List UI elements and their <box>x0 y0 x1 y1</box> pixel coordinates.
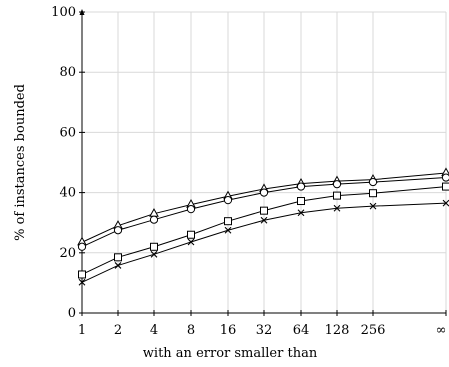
data-point-square <box>78 270 86 279</box>
series-line <box>81 186 447 275</box>
data-point-cross <box>260 216 268 224</box>
data-point-cross <box>333 204 341 212</box>
x-tick-label: 64 <box>293 323 310 338</box>
data-point-circle <box>259 188 269 197</box>
x-tick-label: 8 <box>187 323 195 338</box>
series-cross <box>78 199 449 286</box>
series-line <box>81 177 447 248</box>
series-circle <box>77 173 449 251</box>
data-point-circle <box>332 180 342 189</box>
y-axis-label: % of instances bounded <box>13 84 28 241</box>
grid <box>81 11 447 314</box>
data-point-square <box>187 230 195 239</box>
data-point-cross <box>297 209 305 217</box>
axes <box>79 9 447 316</box>
y-tick-label: 0 <box>68 306 76 321</box>
y-tick-label: 40 <box>59 186 76 201</box>
y-tick-labels: 0 20 40 60 80 100 <box>51 5 76 321</box>
data-point-circle <box>149 215 159 224</box>
data-point-cross <box>78 278 86 286</box>
data-point-cross <box>369 202 377 210</box>
data-point-cross <box>187 238 195 246</box>
x-tick-label: 128 <box>325 323 350 338</box>
data-point-circle <box>77 242 87 251</box>
x-tick-label: 256 <box>361 323 386 338</box>
data-point-circle <box>368 177 378 187</box>
x-tick-label: 4 <box>150 323 158 338</box>
data-point-cross <box>442 199 449 207</box>
data-point-square <box>150 242 158 251</box>
data-point-square <box>260 206 268 215</box>
x-tick-label: ∞ <box>436 323 447 338</box>
y-tick-label: 60 <box>59 125 76 140</box>
data-point-cross <box>224 226 232 234</box>
data-point-circle <box>441 173 449 182</box>
y-tick-label: 20 <box>59 246 76 261</box>
y-tick-label: 100 <box>51 5 76 20</box>
series-line <box>81 172 447 243</box>
series-line <box>81 202 447 283</box>
x-tick-label: 32 <box>256 323 273 338</box>
data-point-square <box>369 189 377 198</box>
x-tick-labels: 1 2 4 8 16 32 64 128 256 ∞ <box>78 323 447 338</box>
y-tick-label: 80 <box>59 65 76 80</box>
x-axis-label: with an error smaller than <box>143 346 318 361</box>
data-point-square <box>333 191 341 200</box>
data-point-cross <box>150 250 158 258</box>
data-point-square <box>442 182 449 191</box>
data-point-square <box>297 197 305 206</box>
data-point-circle <box>113 226 123 235</box>
series-group <box>77 167 449 286</box>
data-point-circle <box>223 196 233 205</box>
data-point-cross <box>114 262 122 269</box>
x-tick-label: 1 <box>78 323 86 338</box>
x-tick-label: 2 <box>114 323 122 338</box>
x-tick-label: 16 <box>220 323 237 338</box>
series-square <box>78 182 449 279</box>
data-point-circle <box>296 182 306 191</box>
data-point-square <box>114 253 122 262</box>
data-point-circle <box>186 205 196 214</box>
data-point-square <box>224 217 232 226</box>
